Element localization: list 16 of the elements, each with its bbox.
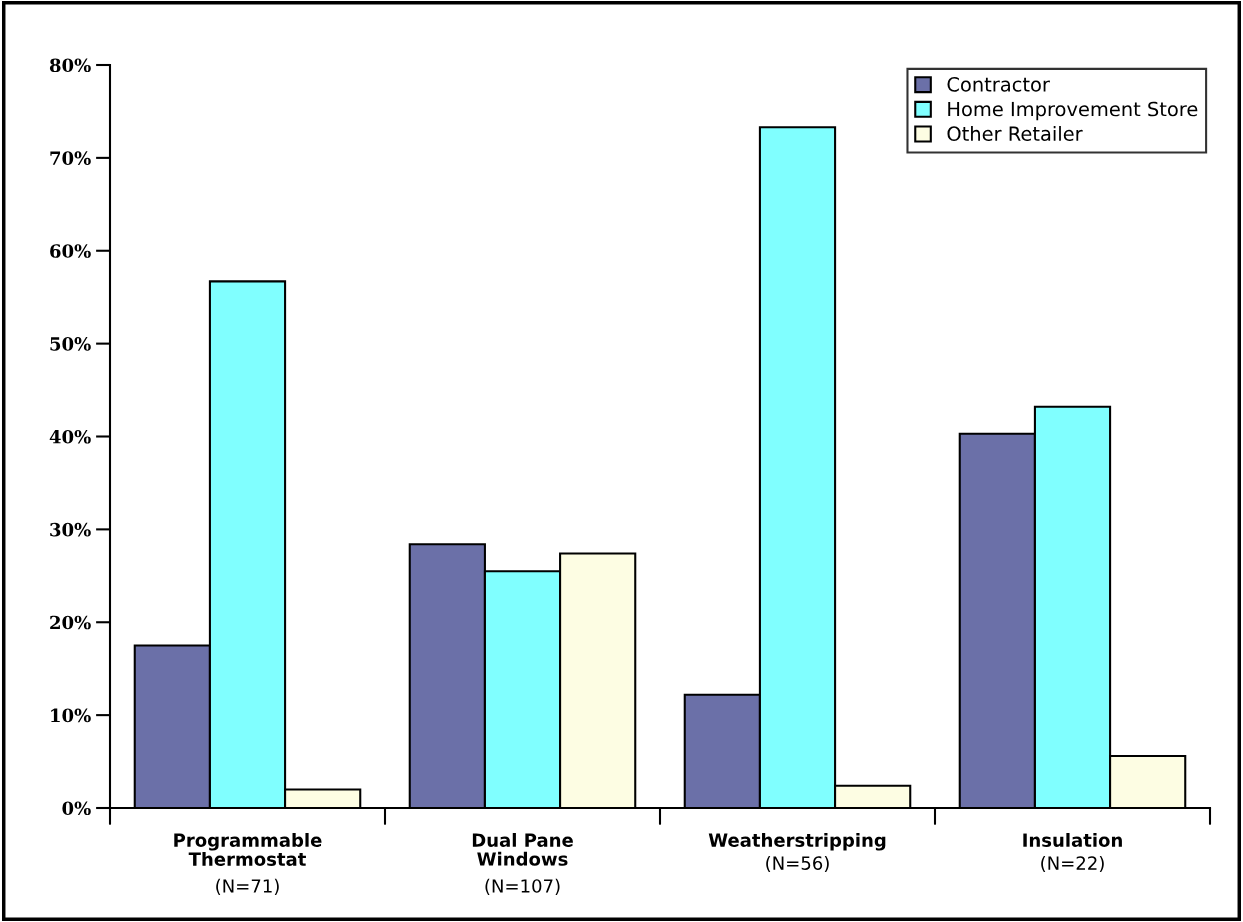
legend-label: Home Improvement Store [948,101,1198,121]
legend-label: Other Retailer [947,125,1083,142]
y-tick-label: 70% [50,151,91,165]
y-tick-label: 10% [51,708,91,723]
y-tick-label: 40% [49,429,91,444]
y-tick-label: 60% [50,244,91,258]
x-tick-label: Weatherstripping (N=56) [708,833,886,873]
y-tick-label: 50% [50,337,91,351]
x-tick-label: Dual Pane Windows (N=107) [472,833,573,895]
legend-label: Contractor [947,77,1050,92]
y-tick-label: 0% [62,801,91,816]
y-tick-label: 80% [49,58,91,73]
x-tick-label: Programmable Thermostat (N=71) [174,833,322,895]
x-tick-label: Insulation (N=22) [1023,833,1122,873]
y-tick-label: 20% [50,615,91,630]
y-tick-label: 30% [50,522,91,537]
